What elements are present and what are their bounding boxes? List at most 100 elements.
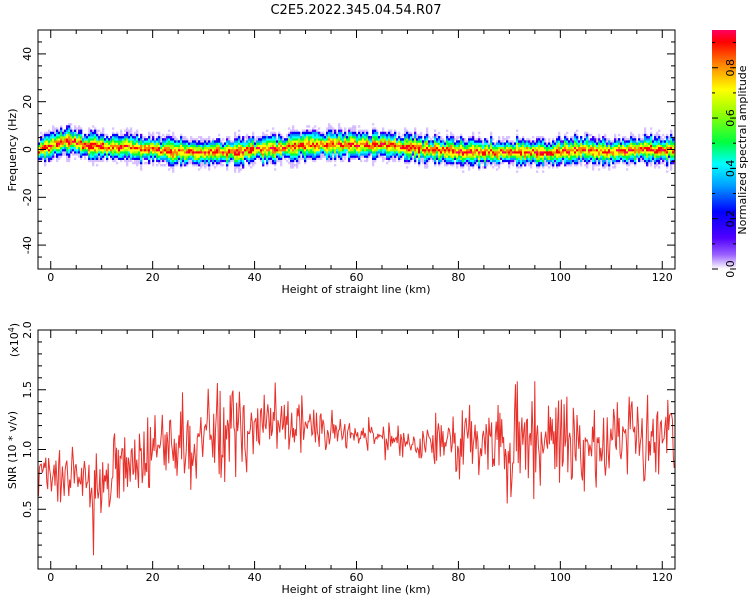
- heatmap-cell: [440, 153, 443, 156]
- heatmap-cell: [116, 144, 119, 148]
- heatmap-cell: [316, 138, 319, 141]
- heatmap-cell: [226, 159, 229, 163]
- heatmap-cell: [568, 144, 571, 148]
- heatmap-cell: [110, 157, 113, 160]
- heatmap-cell: [436, 146, 439, 150]
- heatmap-cell: [258, 140, 261, 143]
- heatmap-cell: [602, 144, 605, 148]
- heatmap-cell: [136, 161, 139, 165]
- heatmap-cell: [638, 148, 641, 152]
- heatmap-cell: [450, 131, 453, 135]
- heatmap-cell: [344, 144, 347, 148]
- heatmap-cell: [670, 155, 673, 158]
- heatmap-cell: [134, 155, 137, 158]
- heatmap-cell: [300, 146, 303, 150]
- heatmap-cell: [130, 155, 133, 158]
- heatmap-cell: [574, 138, 577, 141]
- heatmap-cell: [76, 138, 79, 141]
- heatmap-cell: [592, 166, 595, 169]
- heatmap-cell: [80, 129, 83, 132]
- heatmap-cell: [610, 153, 613, 156]
- heatmap-cell: [66, 129, 69, 132]
- heatmap-cell: [418, 159, 421, 163]
- heatmap-cell: [326, 142, 329, 145]
- heatmap-cell: [78, 133, 81, 137]
- heatmap-cell: [98, 133, 101, 137]
- heatmap-cell: [626, 157, 629, 160]
- heatmap-cell: [444, 153, 447, 156]
- heatmap-cell: [254, 148, 257, 152]
- heatmap-cell: [150, 138, 153, 141]
- heatmap-cell: [276, 155, 279, 158]
- heatmap-cell: [366, 153, 369, 156]
- heatmap-cell: [324, 148, 327, 152]
- heatmap-cell: [442, 146, 445, 150]
- heatmap-cell: [88, 131, 91, 135]
- heatmap-cell: [238, 146, 241, 150]
- heatmap-cell: [94, 129, 97, 132]
- heatmap-cell: [570, 153, 573, 156]
- heatmap-cell: [186, 148, 189, 152]
- heatmap-cell: [622, 142, 625, 145]
- heatmap-cell: [540, 151, 543, 154]
- heatmap-cell: [530, 163, 533, 167]
- heatmap-cell: [460, 146, 463, 150]
- heatmap-cell: [260, 144, 263, 148]
- heatmap-cell: [288, 151, 291, 154]
- heatmap-cell: [552, 148, 555, 152]
- heatmap-cell: [118, 142, 121, 145]
- heatmap-cell: [236, 157, 239, 160]
- heatmap-cell: [460, 155, 463, 158]
- heatmap-cell: [290, 166, 293, 169]
- heatmap-cell: [414, 131, 417, 135]
- heatmap-cell: [44, 161, 47, 165]
- heatmap-cell: [590, 151, 593, 154]
- heatmap-cell: [244, 153, 247, 156]
- heatmap-cell: [142, 144, 145, 148]
- heatmap-cell: [346, 138, 349, 141]
- heatmap-cell: [658, 155, 661, 158]
- heatmap-cell: [492, 155, 495, 158]
- heatmap-cell: [158, 151, 161, 154]
- heatmap-cell: [336, 148, 339, 152]
- heatmap-cell: [252, 163, 255, 167]
- heatmap-cell: [122, 135, 125, 139]
- heatmap-cell: [532, 140, 535, 143]
- heatmap-cell: [58, 135, 61, 139]
- heatmap-cell: [218, 153, 221, 156]
- heatmap-cell: [324, 155, 327, 158]
- heatmap-cell: [188, 151, 191, 154]
- heatmap-cell: [226, 146, 229, 150]
- heatmap-cell: [56, 129, 59, 132]
- heatmap-cell: [556, 151, 559, 154]
- heatmap-cell: [594, 138, 597, 141]
- heatmap-cell: [632, 138, 635, 141]
- heatmap-cell: [302, 133, 305, 137]
- heatmap-cell: [262, 157, 265, 160]
- heatmap-cell: [642, 148, 645, 152]
- heatmap-cell: [284, 153, 287, 156]
- heatmap-cell: [608, 142, 611, 145]
- heatmap-cell: [560, 159, 563, 163]
- heatmap-cell: [136, 151, 139, 154]
- heatmap-cell: [402, 151, 405, 154]
- heatmap-cell: [202, 148, 205, 152]
- heatmap-cell: [160, 155, 163, 158]
- heatmap-cell: [178, 146, 181, 150]
- heatmap-cell: [152, 138, 155, 141]
- heatmap-cell: [434, 159, 437, 163]
- heatmap-cell: [144, 148, 147, 152]
- heatmap-cell: [252, 135, 255, 139]
- heatmap-cell: [434, 153, 437, 156]
- heatmap-cell: [570, 146, 573, 150]
- heatmap-cell: [632, 157, 635, 160]
- heatmap-cell: [540, 153, 543, 156]
- heatmap-cell: [114, 157, 117, 160]
- heatmap-cell: [606, 138, 609, 141]
- heatmap-cell: [216, 161, 219, 165]
- heatmap-cell: [274, 148, 277, 152]
- heatmap-cell: [176, 146, 179, 150]
- heatmap-cell: [486, 144, 489, 148]
- heatmap-cell: [522, 135, 525, 139]
- heatmap-cell: [62, 142, 65, 145]
